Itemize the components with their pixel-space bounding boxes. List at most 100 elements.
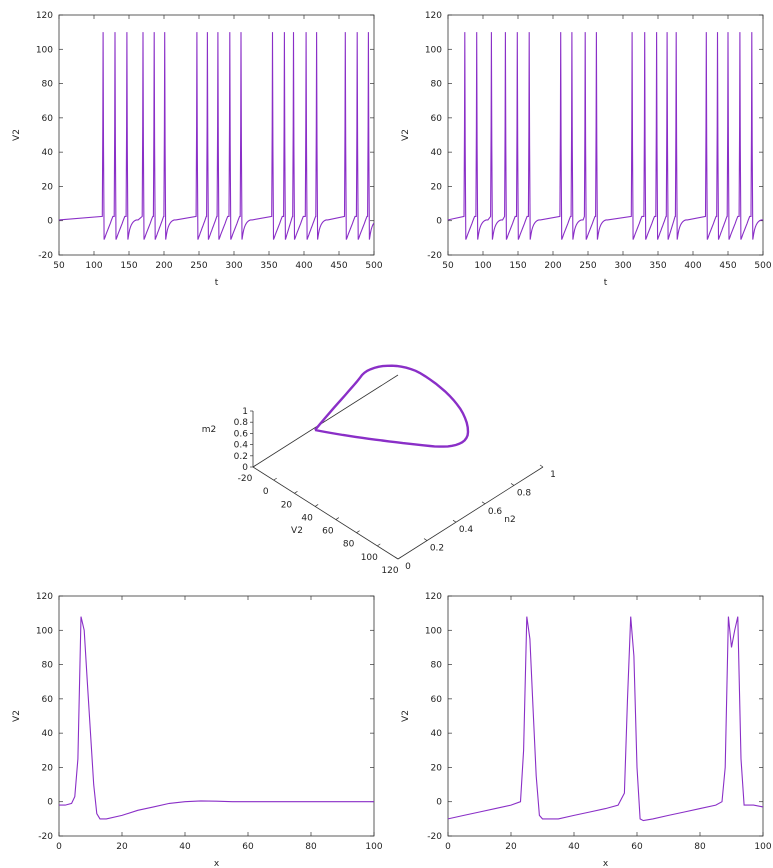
n2-tick-label: 1: [550, 470, 556, 480]
y-tick-label: 120: [425, 592, 442, 602]
n2-tick-mark: [539, 464, 544, 468]
x-tick-label: 60: [242, 842, 254, 852]
x-tick-label: 80: [305, 842, 317, 852]
x-tick-label: 0: [445, 842, 451, 852]
y-tick-label: 40: [42, 729, 54, 739]
y-tick-label: 120: [36, 592, 53, 602]
n2-tick-mark: [394, 556, 399, 560]
y-tick-label: 60: [431, 114, 443, 124]
x-tick-label: 100: [474, 261, 491, 271]
v2-tick-mark: [273, 477, 277, 481]
v2-tick-label: 60: [322, 527, 334, 537]
n2-tick-label: 0: [405, 562, 411, 572]
v2-axis-line: [252, 466, 399, 560]
x-tick-label: 40: [568, 842, 580, 852]
y-tick-label: 40: [431, 729, 443, 739]
x-tick-label: 100: [754, 842, 771, 852]
y-tick-label: 20: [431, 763, 443, 773]
n2-tick-mark: [452, 519, 457, 523]
y-tick-label: 80: [42, 80, 54, 90]
y-axis-label: V2: [12, 129, 22, 141]
x-tick-label: 80: [694, 842, 706, 852]
y-tick-label: -20: [427, 251, 442, 261]
m2-tick-label: 0.8: [234, 418, 249, 428]
x-tick-label: 200: [155, 261, 172, 271]
y-axis-label: V2: [12, 710, 22, 722]
y-tick-label: 20: [431, 182, 443, 192]
v2-tick-mark: [397, 556, 402, 560]
x-tick-label: 250: [190, 261, 207, 271]
y-tick-label: 40: [431, 148, 443, 158]
y-tick-label: 80: [431, 80, 443, 90]
x-axis-label: x: [214, 859, 220, 868]
data-series-line: [58, 32, 375, 240]
x-tick-label: 0: [56, 842, 62, 852]
y-tick-label: -20: [38, 251, 53, 261]
x-tick-label: 20: [505, 842, 517, 852]
n2-tick-label: 0.8: [517, 488, 532, 498]
y-tick-label: 60: [42, 695, 54, 705]
v2-axis-label: V2: [291, 526, 303, 536]
x-tick-label: 200: [544, 261, 561, 271]
y-tick-label: 60: [431, 695, 443, 705]
plot-frame: [58, 595, 375, 837]
v2-tick-label: 20: [281, 500, 293, 510]
v2-tick-label: 120: [381, 566, 398, 576]
n2-tick-label: 0.4: [459, 525, 474, 535]
m2-axis-label: m2: [202, 425, 217, 435]
x-tick-label: 100: [85, 261, 102, 271]
time-series-plot-top-left: -20 0 20 40 60 80 100 120 50 100 150 200 250 300 350 40…: [12, 11, 383, 288]
data-series-line: [59, 616, 374, 820]
x-tick-label: 400: [295, 261, 312, 271]
y-tick-label: 100: [425, 626, 442, 636]
x-axis-label: x: [603, 859, 609, 868]
x-tick-label: 450: [330, 261, 347, 271]
n2-tick-mark: [510, 483, 515, 486]
y-tick-label: -20: [427, 832, 442, 842]
x-tick-label: 350: [260, 261, 277, 271]
v2-tick-mark: [252, 464, 257, 468]
y-tick-label: 80: [42, 661, 54, 671]
y-tick-label: 100: [36, 626, 53, 636]
data-series-line: [447, 32, 763, 240]
y-tick-label: 120: [425, 11, 442, 21]
n2-axis-label: n2: [504, 515, 515, 525]
m2-tick-label: 0: [242, 463, 248, 473]
y-tick-label: 0: [47, 217, 53, 227]
limit-cycle-trajectory: [314, 364, 470, 448]
y-tick-label: 0: [47, 798, 53, 808]
y-tick-label: 60: [42, 114, 54, 124]
plot-frame: [58, 14, 375, 256]
x-tick-label: 20: [116, 842, 128, 852]
m2-tick-label: 0.4: [234, 441, 249, 451]
x-tick-label: 450: [719, 261, 736, 271]
x-tick-label: 400: [684, 261, 701, 271]
y-tick-label: 20: [42, 763, 54, 773]
v2-tick-mark: [377, 543, 381, 547]
y-axis-label: V2: [401, 129, 411, 141]
m2-tick-label: 1: [242, 407, 248, 417]
y-tick-label: 120: [36, 11, 53, 21]
x-axis-label: t: [215, 278, 219, 288]
n2-tick-mark: [423, 538, 428, 541]
y-tick-label: -20: [38, 832, 53, 842]
n2-axis-line: [397, 466, 544, 560]
x-tick-label: 300: [614, 261, 631, 271]
x-tick-label: 40: [179, 842, 191, 852]
plot-frame: [447, 595, 764, 837]
x-tick-label: 150: [120, 261, 137, 271]
n2-tick-mark: [481, 501, 486, 505]
m2-tick-label: 0.2: [234, 452, 248, 462]
v2-tick-label: 40: [301, 513, 313, 523]
x-tick-label: 300: [225, 261, 242, 271]
x-tick-label: 500: [365, 261, 382, 271]
back-base-line: [252, 374, 399, 468]
y-tick-label: 80: [431, 661, 443, 671]
v2-tick-label: 0: [263, 487, 269, 497]
y-tick-label: 40: [42, 148, 54, 158]
data-series-line: [447, 616, 764, 822]
v2-tick-mark: [356, 530, 360, 534]
